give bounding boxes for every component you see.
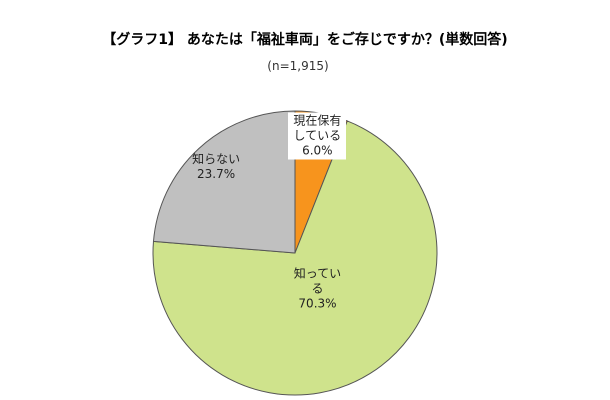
slice-label: 現在保有している 6.0% bbox=[288, 112, 347, 160]
category-label: 現在保有している bbox=[293, 113, 342, 143]
category-label: 知らない bbox=[192, 152, 241, 167]
pie-slice bbox=[152, 120, 438, 396]
pie-slice bbox=[152, 110, 296, 254]
chart-title: 【グラフ1】 あなたは「福祉車両」をご存じですか？(単数回答) bbox=[102, 31, 507, 48]
value-label: 23.7% bbox=[197, 167, 236, 182]
value-label: 6.0% bbox=[302, 143, 333, 158]
value-label: 70.3% bbox=[298, 296, 337, 311]
category-label: 知っている bbox=[293, 266, 342, 296]
slice-label: 知らない 23.7% bbox=[192, 152, 240, 182]
slice-label: 知っている 70.3% bbox=[290, 267, 344, 312]
chart-subtitle: (n=1,915) bbox=[267, 59, 328, 73]
